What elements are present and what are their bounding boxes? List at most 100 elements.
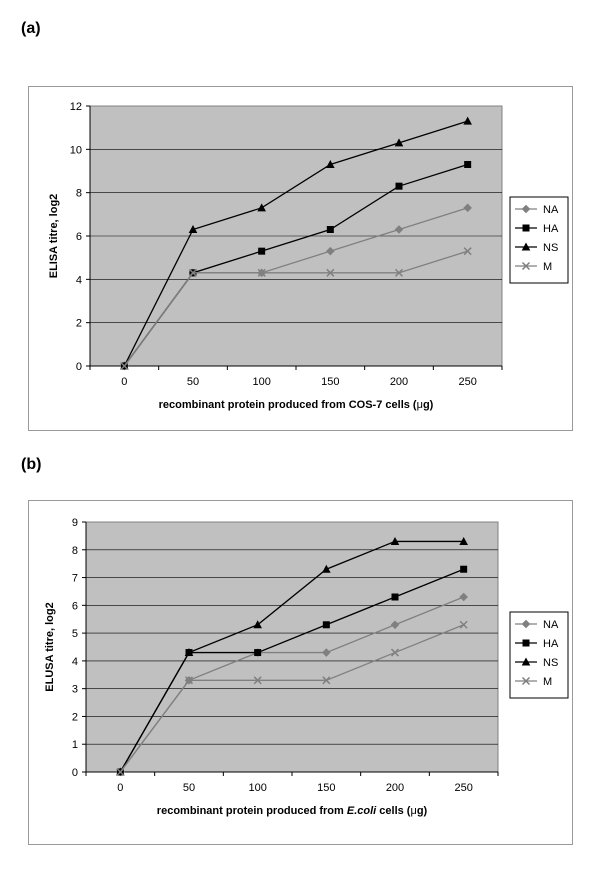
chart-b-legend-marker-ha <box>522 639 530 647</box>
chart-a-ytick-label: 8 <box>76 188 82 200</box>
chart-b-series-ns-point <box>253 620 262 629</box>
chart-a-xtick-label: 200 <box>390 376 408 388</box>
chart-b-legend <box>509 611 569 699</box>
chart-b-legend-label-m: M <box>543 676 552 688</box>
chart-b-x-axis-title: recombinant protein produced from E.coli… <box>157 805 428 817</box>
chart-a-y-axis-title: ELISA titre, log2 <box>48 194 60 279</box>
chart-b-series-ns-line <box>119 540 464 773</box>
chart-b-series-m-line <box>119 624 464 773</box>
chart-a-legend-marker-ha <box>522 224 530 232</box>
chart-b-y-axis-title: ELUSA titre, log2 <box>44 602 56 691</box>
chart-a-x-axis-title-part: recombinant protein produced from COS-7 … <box>159 399 417 411</box>
chart-b-plot-area <box>85 521 499 773</box>
panel-label-a: (a) <box>21 20 41 37</box>
chart-a-series-ns-point <box>188 225 198 233</box>
chart-a-series-ha-point <box>326 226 334 233</box>
chart-a-x-axis-title-part: g) <box>423 399 434 411</box>
chart-a-series-na-point <box>326 246 335 256</box>
chart-a-series-na-point <box>394 225 404 234</box>
chart-b-series-na-point <box>390 620 400 630</box>
chart-a-xtick-label: 150 <box>321 376 339 388</box>
chart-a-series-ns-line <box>123 120 468 367</box>
chart-b-series-ha-point <box>391 593 399 601</box>
chart-a-legend-label-na: NA <box>543 204 559 216</box>
chart-a-series-m-point <box>120 361 129 371</box>
chart-a-ytick-label: 0 <box>76 361 82 373</box>
chart-a-legend-label-ha: HA <box>543 223 559 235</box>
chart-a-series-m-line <box>123 250 468 367</box>
chart-a-legend <box>509 196 569 284</box>
chart-b-x-axis-title-part: g) <box>417 805 428 817</box>
chart-b-ytick-label: 6 <box>72 600 78 612</box>
chart-b-series-m-point <box>116 767 125 777</box>
chart-b-series-na-point <box>322 648 331 657</box>
chart-b-ytick-label: 3 <box>72 684 78 696</box>
chart-b-ytick-label: 8 <box>72 545 78 557</box>
chart-a-series-m-point <box>188 268 198 277</box>
chart-b-series-ha-point <box>322 621 330 629</box>
chart-a-series-ha-point <box>258 247 266 255</box>
chart-a-series-ns-point <box>463 116 472 125</box>
chart-a-series-ha-point <box>464 161 472 168</box>
chart-a-ytick-label: 6 <box>76 231 82 243</box>
chart-b-x-axis-title-part: μ <box>410 805 416 817</box>
chart-a-series-m-point <box>463 247 472 256</box>
chart-a-series-m-point <box>394 268 404 277</box>
chart-b-ytick-label: 1 <box>72 739 78 751</box>
chart-b-xtick-label: 100 <box>248 782 266 794</box>
chart-b-xtick-label: 0 <box>117 782 123 794</box>
chart-a-series-m-point <box>257 268 266 277</box>
chart-a-series-ns-point <box>394 138 404 147</box>
chart-a-series-ns-point <box>257 203 266 212</box>
chart-a-legend-marker-m <box>521 261 531 271</box>
chart-b-x-axis-title-part: recombinant protein produced from <box>157 805 347 817</box>
chart-a-series-m-point <box>326 268 335 277</box>
chart-b-series-ns-point <box>459 536 468 545</box>
chart-b-xtick-label: 50 <box>183 782 195 794</box>
chart-a-xtick-label: 0 <box>121 376 127 388</box>
chart-b-ytick-label: 7 <box>72 573 78 585</box>
chart-a-ytick-label: 4 <box>76 274 82 286</box>
chart-a-x-axis-title-part: μ <box>417 399 423 411</box>
chart-b-legend-marker-ns <box>521 657 531 666</box>
chart-a-ytick-label: 10 <box>70 144 82 156</box>
chart-a-legend-marker-ns <box>521 242 531 251</box>
chart-b-series-m-point <box>253 676 262 685</box>
chart-a-xtick-label: 50 <box>187 376 199 388</box>
chart-b-series-ns-point <box>184 648 194 657</box>
chart-a-series-ns-point <box>326 160 335 168</box>
panel-label-b: (b) <box>21 456 42 473</box>
chart-b-legend-label-ha: HA <box>543 638 559 650</box>
chart-a-ytick-label: 12 <box>70 101 82 113</box>
chart-b-legend-label-na: NA <box>543 619 559 631</box>
chart-b-series-ha-point <box>460 565 468 573</box>
chart-b-series-m-point <box>184 676 194 685</box>
chart-a-xtick-label: 100 <box>252 376 270 388</box>
chart-b-series-ns-point <box>322 564 331 573</box>
chart-b-series-m-point <box>390 648 400 657</box>
chart-b-xtick-label: 150 <box>317 782 335 794</box>
chart-a-series-na-point <box>463 203 472 213</box>
chart-a-ytick-label: 2 <box>76 318 82 330</box>
chart-a-legend-label-m: M <box>543 261 552 273</box>
chart-a-series-ha-point <box>395 182 403 190</box>
chart-b-series-m-point <box>459 620 468 629</box>
chart-b-ytick-label: 2 <box>72 711 78 723</box>
chart-b-ytick-label: 5 <box>72 628 78 640</box>
chart-a-legend-label-ns: NS <box>543 242 558 254</box>
chart-b-legend-marker-na <box>521 619 531 629</box>
chart-b-series-ns-point <box>390 536 400 545</box>
chart-a-x-axis-title: recombinant protein produced from COS-7 … <box>159 399 434 411</box>
chart-b-x-axis-title-part: E.coli <box>347 805 377 817</box>
chart-b-series-na-point <box>459 592 468 602</box>
chart-b-x-axis-title-part: cells ( <box>376 805 411 817</box>
chart-b-legend-marker-m <box>521 676 531 686</box>
chart-b-ytick-label: 0 <box>72 767 78 779</box>
chart-a-xtick-label: 250 <box>458 376 476 388</box>
chart-a-legend-marker-na <box>521 204 531 214</box>
chart-b-xtick-label: 250 <box>454 782 472 794</box>
chart-b-ytick-label: 4 <box>72 656 78 668</box>
chart-b-xtick-label: 200 <box>386 782 404 794</box>
